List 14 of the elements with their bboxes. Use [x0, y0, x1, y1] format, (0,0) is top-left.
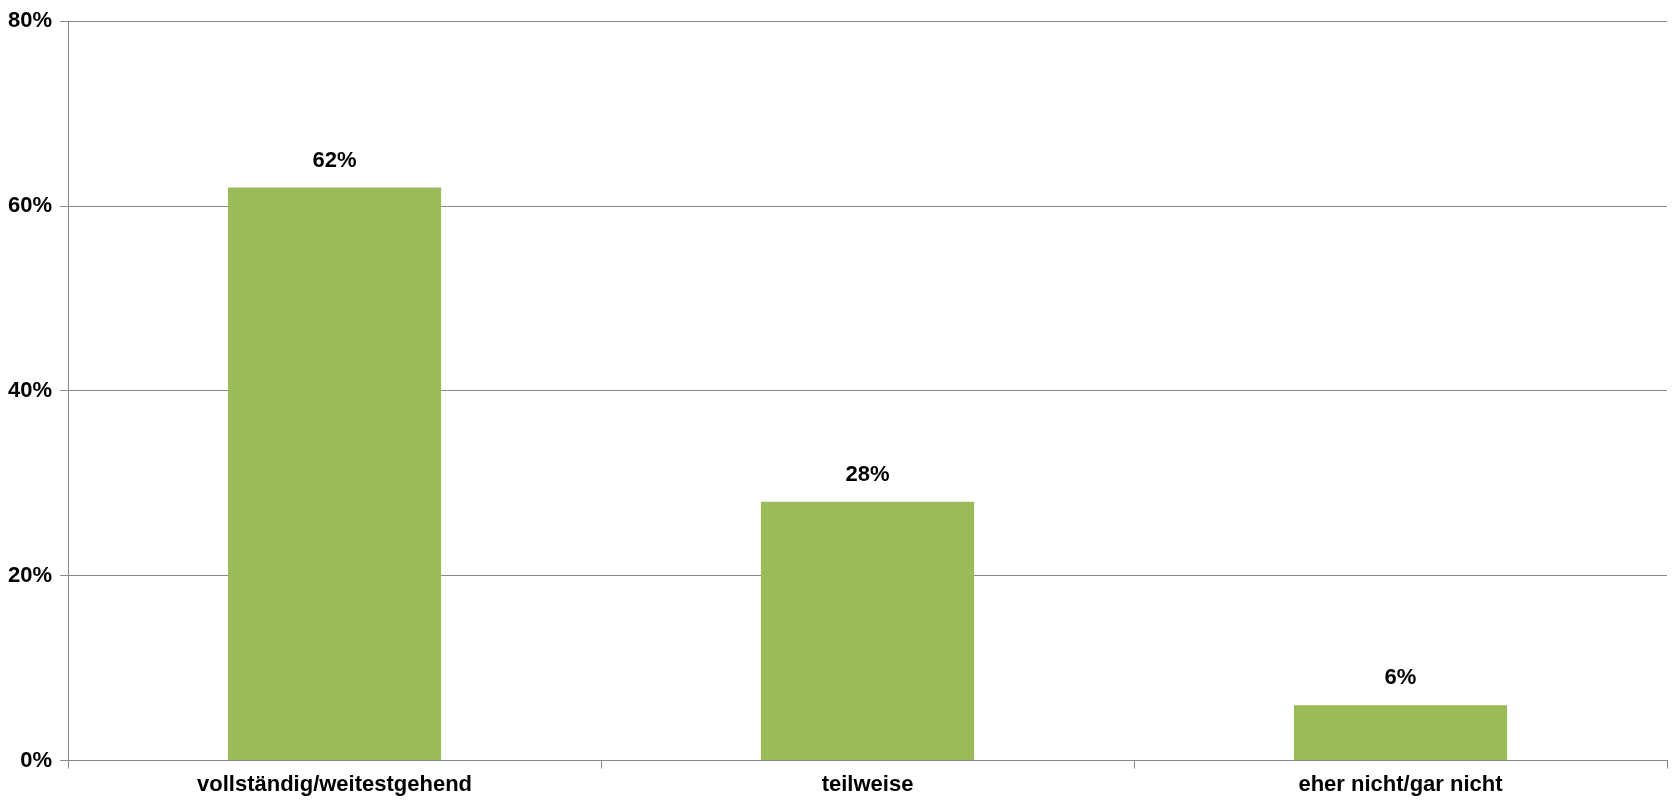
y-tick-label: 20% [7, 561, 53, 587]
y-tick-label: 60% [7, 192, 53, 218]
x-tick-label: teilweise [821, 770, 914, 796]
bar [1293, 705, 1508, 761]
data-label: 6% [1384, 664, 1417, 690]
bar [227, 187, 442, 761]
y-tick-label: 40% [7, 376, 53, 402]
data-label: 62% [312, 146, 357, 172]
y-tick-label: 0% [20, 746, 53, 772]
bar [760, 501, 975, 761]
x-tick-label: eher nicht/gar nicht [1298, 770, 1504, 796]
data-label: 28% [845, 460, 890, 486]
x-tick-label: vollständig/weitestgehend [197, 770, 473, 796]
y-tick-label: 80% [7, 7, 53, 33]
